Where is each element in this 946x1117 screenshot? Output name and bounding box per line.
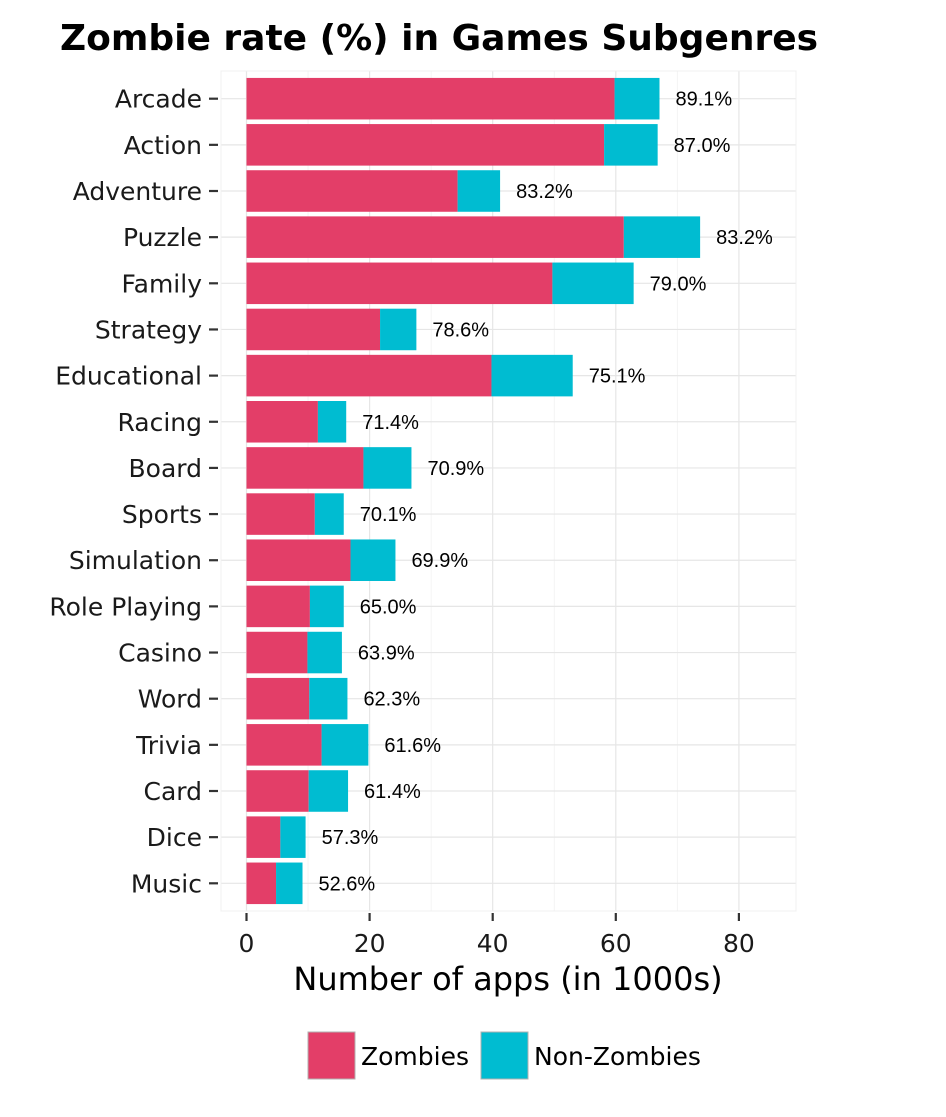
x-axis: 0 20 40 60 80 — [239, 913, 755, 958]
rate-label-educational: 75.1% — [589, 366, 646, 388]
y-tick-label-adventure: Adventure — [73, 177, 202, 206]
bar-zombies-racing — [246, 401, 318, 443]
bar-non-zombies-arcade — [614, 77, 660, 120]
legend-swatch-non-zombies — [480, 1031, 529, 1080]
rate-label-arcade: 89.1% — [676, 89, 733, 111]
bar-non-zombies-card — [308, 770, 349, 812]
y-axis: Arcade Action Adventure Puzzle Family Strateg… — [49, 85, 218, 898]
y-tick-label-board: Board — [129, 454, 202, 483]
rate-label-sports: 70.1% — [360, 504, 417, 526]
bar-non-zombies-music — [276, 862, 303, 905]
x-tick-label-0: 0 — [239, 929, 255, 958]
y-tick-label-simulation: Simulation — [69, 546, 202, 575]
x-axis-title: Number of apps (in 1000s) — [293, 960, 722, 998]
bar-zombies-card — [246, 770, 309, 812]
bar-zombies-simulation — [246, 539, 351, 581]
y-tick-label-trivia: Trivia — [135, 731, 202, 760]
bar-non-zombies-educational — [491, 354, 573, 397]
bar-zombies-action — [246, 124, 605, 166]
bar-non-zombies-casino — [307, 631, 342, 674]
bar-zombies-strategy — [246, 308, 381, 351]
y-tick-label-role-playing: Role Playing — [49, 592, 202, 621]
y-tick-label-racing: Racing — [117, 408, 202, 437]
x-tick-label-20: 20 — [354, 929, 386, 958]
rate-label-music: 52.6% — [319, 873, 376, 895]
rate-label-card: 61.4% — [364, 781, 421, 803]
bar-non-zombies-racing — [317, 401, 347, 443]
bar-non-zombies-family — [552, 262, 634, 305]
y-tick-label-puzzle: Puzzle — [123, 223, 202, 252]
x-tick-label-40: 40 — [477, 929, 509, 958]
rate-labels: 89.1% 87.0% 83.2% 83.2% 79.0% 78.6% 75.1% 71.4%… — [319, 89, 774, 896]
rate-label-family: 79.0% — [650, 273, 707, 295]
rate-label-dice: 57.3% — [322, 827, 379, 849]
bar-non-zombies-role-playing — [309, 585, 344, 628]
bar-zombies-casino — [246, 631, 308, 674]
bar-zombies-word — [246, 677, 310, 720]
y-tick-label-educational: Educational — [55, 362, 202, 391]
rate-label-puzzle: 83.2% — [716, 227, 773, 249]
bar-zombies-trivia — [246, 724, 322, 766]
bar-non-zombies-sports — [314, 493, 344, 535]
y-tick-label-sports: Sports — [122, 500, 202, 529]
bar-zombies-educational — [246, 354, 492, 397]
y-tick-label-family: Family — [122, 269, 203, 298]
y-tick-label-action: Action — [124, 131, 202, 160]
panel-border — [220, 70, 797, 912]
chart-title: Zombie rate (%) in Games Subgenres — [60, 18, 818, 59]
y-tick-label-card: Card — [144, 777, 202, 806]
y-tick-label-strategy: Strategy — [95, 315, 202, 344]
rate-label-adventure: 83.2% — [516, 181, 573, 203]
rate-label-simulation: 69.9% — [411, 550, 468, 572]
bar-zombies-dice — [246, 816, 281, 858]
bar-non-zombies-adventure — [457, 170, 501, 212]
y-tick-label-arcade: Arcade — [115, 85, 202, 114]
rate-label-trivia: 61.6% — [384, 735, 441, 757]
bar-zombies-adventure — [246, 170, 458, 212]
rate-label-strategy: 78.6% — [432, 319, 489, 341]
rate-label-casino: 63.9% — [358, 643, 415, 665]
bar-non-zombies-word — [309, 677, 348, 720]
rate-label-racing: 71.4% — [362, 412, 419, 434]
bar-zombies-arcade — [246, 77, 615, 120]
bar-non-zombies-dice — [280, 816, 306, 858]
y-tick-label-casino: Casino — [118, 639, 202, 668]
rate-label-word: 62.3% — [363, 689, 420, 711]
bar-zombies-music — [246, 862, 277, 905]
bar-non-zombies-board — [363, 447, 412, 489]
rate-label-action: 87.0% — [674, 135, 731, 157]
y-tick-label-music: Music — [131, 869, 202, 898]
y-tick-label-word: Word — [138, 685, 202, 714]
bar-non-zombies-simulation — [350, 539, 396, 581]
x-tick-label-60: 60 — [600, 929, 632, 958]
bar-zombies-sports — [246, 493, 315, 535]
legend-swatch-zombies — [307, 1031, 356, 1080]
bar-non-zombies-strategy — [380, 308, 417, 351]
legend-label-non-zombies: Non-Zombies — [534, 1042, 701, 1071]
bar-non-zombies-trivia — [321, 724, 369, 766]
bars — [246, 77, 701, 905]
rate-label-role-playing: 65.0% — [360, 596, 417, 618]
bar-zombies-role-playing — [246, 585, 310, 628]
bar-zombies-family — [246, 262, 553, 305]
legend-label-zombies: Zombies — [361, 1042, 469, 1071]
bar-zombies-board — [246, 447, 364, 489]
bar-zombies-puzzle — [246, 216, 624, 258]
y-tick-label-dice: Dice — [147, 823, 202, 852]
bar-non-zombies-puzzle — [623, 216, 701, 258]
rate-label-board: 70.9% — [427, 458, 484, 480]
x-tick-label-80: 80 — [723, 929, 755, 958]
bar-non-zombies-action — [604, 124, 658, 166]
legend: Zombies Non-Zombies — [307, 1031, 701, 1080]
